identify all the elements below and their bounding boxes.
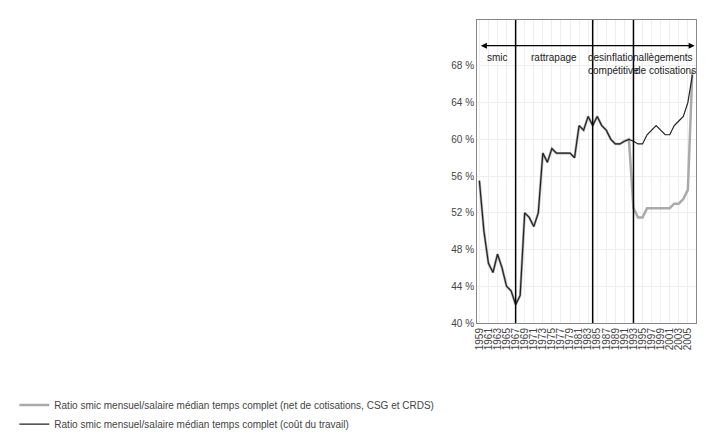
svg-text:40 %: 40 % (451, 318, 474, 329)
svg-text:1965: 1965 (501, 328, 512, 351)
svg-text:52 %: 52 % (451, 207, 474, 218)
svg-text:1999: 1999 (655, 328, 666, 351)
svg-text:1975: 1975 (546, 328, 557, 351)
svg-text:1967: 1967 (510, 328, 521, 351)
svg-text:1989: 1989 (610, 328, 621, 351)
svg-text:56 %: 56 % (451, 171, 474, 182)
svg-text:44 %: 44 % (451, 281, 474, 292)
svg-text:rattrapage: rattrapage (531, 52, 577, 63)
svg-text:1961: 1961 (483, 328, 494, 351)
svg-text:60 %: 60 % (451, 134, 474, 145)
svg-text:1985: 1985 (591, 328, 602, 351)
svg-text:1979: 1979 (564, 328, 575, 351)
svg-text:2003: 2003 (673, 328, 684, 351)
svg-text:1963: 1963 (492, 328, 503, 351)
svg-text:1971: 1971 (528, 328, 539, 351)
svg-text:1997: 1997 (646, 328, 657, 351)
svg-text:Ratio smic mensuel/salaire méd: Ratio smic mensuel/salaire médian temps … (54, 400, 434, 411)
svg-text:1991: 1991 (619, 328, 630, 351)
svg-text:allègementsde cotisations: allègementsde cotisations (635, 52, 696, 76)
svg-text:Ratio smic mensuel/salaire méd: Ratio smic mensuel/salaire médian temps … (54, 419, 349, 430)
svg-text:1973: 1973 (537, 328, 548, 351)
svg-text:1959: 1959 (474, 328, 485, 351)
svg-text:1969: 1969 (519, 328, 530, 351)
svg-text:64 %: 64 % (451, 97, 474, 108)
svg-text:1995: 1995 (637, 328, 648, 351)
svg-text:desinflationcompétitive: desinflationcompétitive (588, 52, 639, 76)
svg-text:1983: 1983 (582, 328, 593, 351)
svg-text:1981: 1981 (573, 328, 584, 351)
svg-text:2001: 2001 (664, 328, 675, 351)
svg-text:1987: 1987 (601, 328, 612, 351)
svg-text:48 %: 48 % (451, 244, 474, 255)
svg-text:1977: 1977 (555, 328, 566, 351)
svg-text:68 %: 68 % (451, 60, 474, 71)
svg-text:smic: smic (487, 52, 508, 63)
svg-text:1993: 1993 (628, 328, 639, 351)
svg-text:2005: 2005 (682, 328, 693, 351)
